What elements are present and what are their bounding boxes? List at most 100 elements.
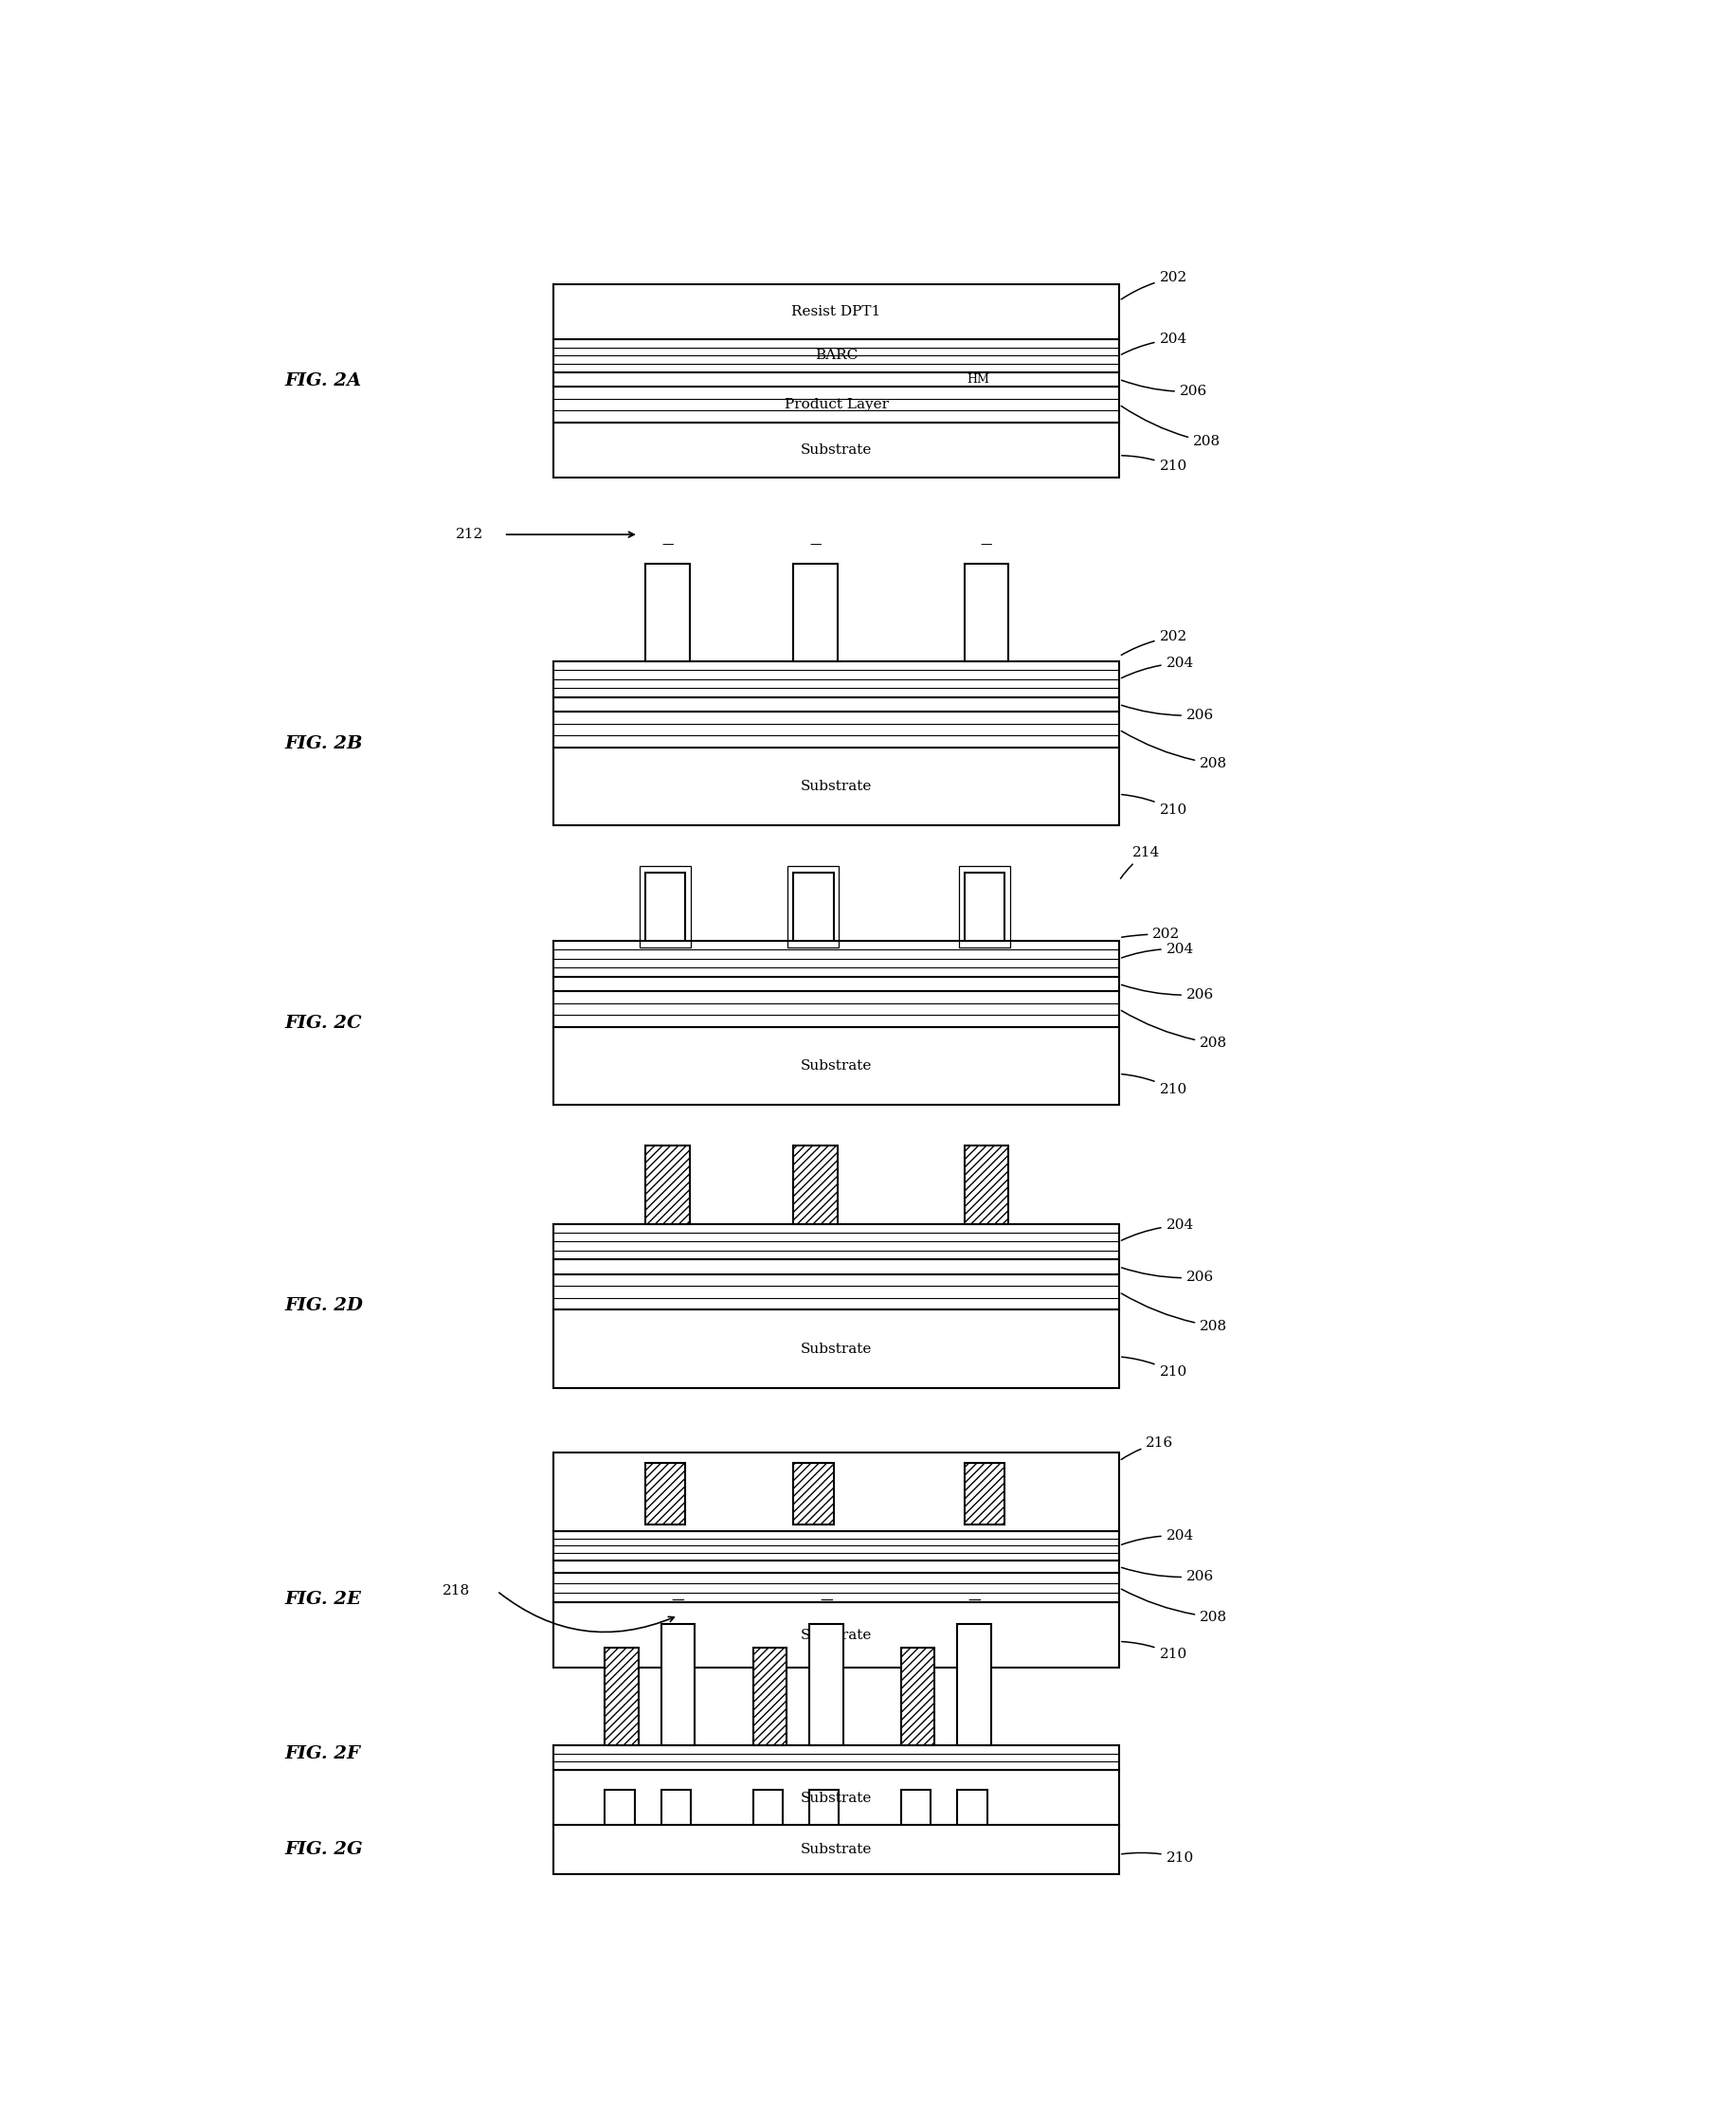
Text: —: —	[981, 538, 991, 551]
Bar	[963, 1146, 1009, 1224]
Bar	[554, 285, 1118, 340]
Bar	[957, 1790, 986, 1826]
Text: 206: 206	[1121, 1568, 1213, 1583]
Text: Resist DPT1: Resist DPT1	[792, 306, 880, 319]
Bar	[554, 942, 1118, 977]
Text: 216: 216	[1120, 1435, 1174, 1459]
Text: FIG. 2A: FIG. 2A	[285, 372, 361, 388]
Bar	[901, 1790, 930, 1826]
Bar	[661, 1623, 694, 1746]
Text: 218: 218	[443, 1585, 470, 1598]
Bar	[788, 866, 838, 948]
Bar	[958, 866, 1009, 948]
Bar	[644, 1463, 686, 1524]
Bar	[554, 747, 1118, 825]
Text: 210: 210	[1121, 1851, 1193, 1864]
Text: Substrate: Substrate	[800, 1843, 871, 1856]
Bar	[554, 340, 1118, 372]
Text: 210: 210	[1121, 794, 1186, 817]
Text: FIG. 2D: FIG. 2D	[285, 1298, 363, 1315]
Text: HM: HM	[965, 374, 988, 386]
Text: FIG. 2B: FIG. 2B	[285, 735, 363, 752]
Bar	[554, 697, 1118, 711]
Bar	[554, 1769, 1118, 1826]
Bar	[554, 1826, 1118, 1875]
Text: 202: 202	[1121, 270, 1186, 300]
Bar	[604, 1790, 634, 1826]
Bar	[752, 1790, 781, 1826]
Bar	[554, 1530, 1118, 1560]
Bar	[554, 711, 1118, 747]
Text: —: —	[967, 1594, 981, 1606]
Bar	[957, 1623, 991, 1746]
Bar	[554, 386, 1118, 422]
Bar	[963, 1463, 1003, 1524]
Text: —: —	[819, 1594, 832, 1606]
Text: 202: 202	[1121, 631, 1186, 654]
Bar	[554, 1260, 1118, 1275]
Bar	[644, 564, 689, 661]
Bar	[793, 564, 837, 661]
Text: 214: 214	[1120, 847, 1160, 878]
Text: 206: 206	[1121, 1267, 1213, 1283]
Bar	[554, 1560, 1118, 1573]
Text: FIG. 2G: FIG. 2G	[285, 1841, 363, 1858]
Bar	[554, 422, 1118, 477]
Text: Substrate: Substrate	[800, 1628, 871, 1642]
Bar	[639, 866, 691, 948]
Text: 210: 210	[1121, 1074, 1186, 1096]
Text: Product Layer: Product Layer	[783, 397, 889, 412]
Bar	[554, 1452, 1118, 1530]
Text: —: —	[661, 538, 674, 551]
Text: 208: 208	[1121, 1590, 1227, 1623]
Text: FIG. 2F: FIG. 2F	[285, 1746, 359, 1763]
Text: FIG. 2E: FIG. 2E	[285, 1592, 361, 1609]
Bar	[554, 1309, 1118, 1387]
Bar	[793, 1463, 833, 1524]
Bar	[644, 1146, 689, 1224]
Bar	[554, 977, 1118, 992]
Bar	[554, 661, 1118, 697]
Text: 208: 208	[1121, 730, 1227, 771]
Text: 210: 210	[1121, 1357, 1186, 1378]
Text: 206: 206	[1121, 380, 1207, 399]
Text: BARC: BARC	[814, 348, 858, 363]
Bar	[554, 372, 1118, 386]
Text: Substrate: Substrate	[800, 779, 871, 794]
Text: 204: 204	[1121, 1528, 1193, 1545]
Bar	[793, 872, 833, 942]
Bar	[554, 1275, 1118, 1309]
Text: 210: 210	[1121, 1642, 1186, 1661]
Bar	[809, 1790, 838, 1826]
Bar	[604, 1649, 639, 1746]
Bar	[793, 1146, 837, 1224]
Bar	[554, 1573, 1118, 1602]
Text: 206: 206	[1121, 705, 1213, 722]
Bar	[554, 1224, 1118, 1260]
Text: —: —	[809, 538, 821, 551]
Text: Substrate: Substrate	[800, 1792, 871, 1805]
Bar	[752, 1649, 786, 1746]
Text: Substrate: Substrate	[800, 1343, 871, 1355]
Bar	[809, 1623, 842, 1746]
Bar	[963, 872, 1003, 942]
Text: 210: 210	[1121, 456, 1186, 473]
Text: 208: 208	[1121, 1294, 1227, 1332]
Text: 208: 208	[1121, 1011, 1227, 1049]
Text: Substrate: Substrate	[800, 443, 871, 456]
Text: —: —	[672, 1594, 684, 1606]
Text: 204: 204	[1121, 942, 1193, 958]
Text: FIG. 2C: FIG. 2C	[285, 1015, 361, 1032]
Text: 204: 204	[1121, 1218, 1193, 1241]
Bar	[554, 1746, 1118, 1769]
Text: 212: 212	[455, 528, 483, 540]
Bar	[901, 1649, 934, 1746]
Bar	[661, 1790, 691, 1826]
Text: 202: 202	[1121, 927, 1180, 942]
Bar	[554, 992, 1118, 1028]
Text: 206: 206	[1121, 986, 1213, 1001]
Text: Substrate: Substrate	[800, 1060, 871, 1072]
Text: 204: 204	[1121, 334, 1186, 355]
Text: 208: 208	[1121, 405, 1220, 448]
Bar	[554, 1028, 1118, 1104]
